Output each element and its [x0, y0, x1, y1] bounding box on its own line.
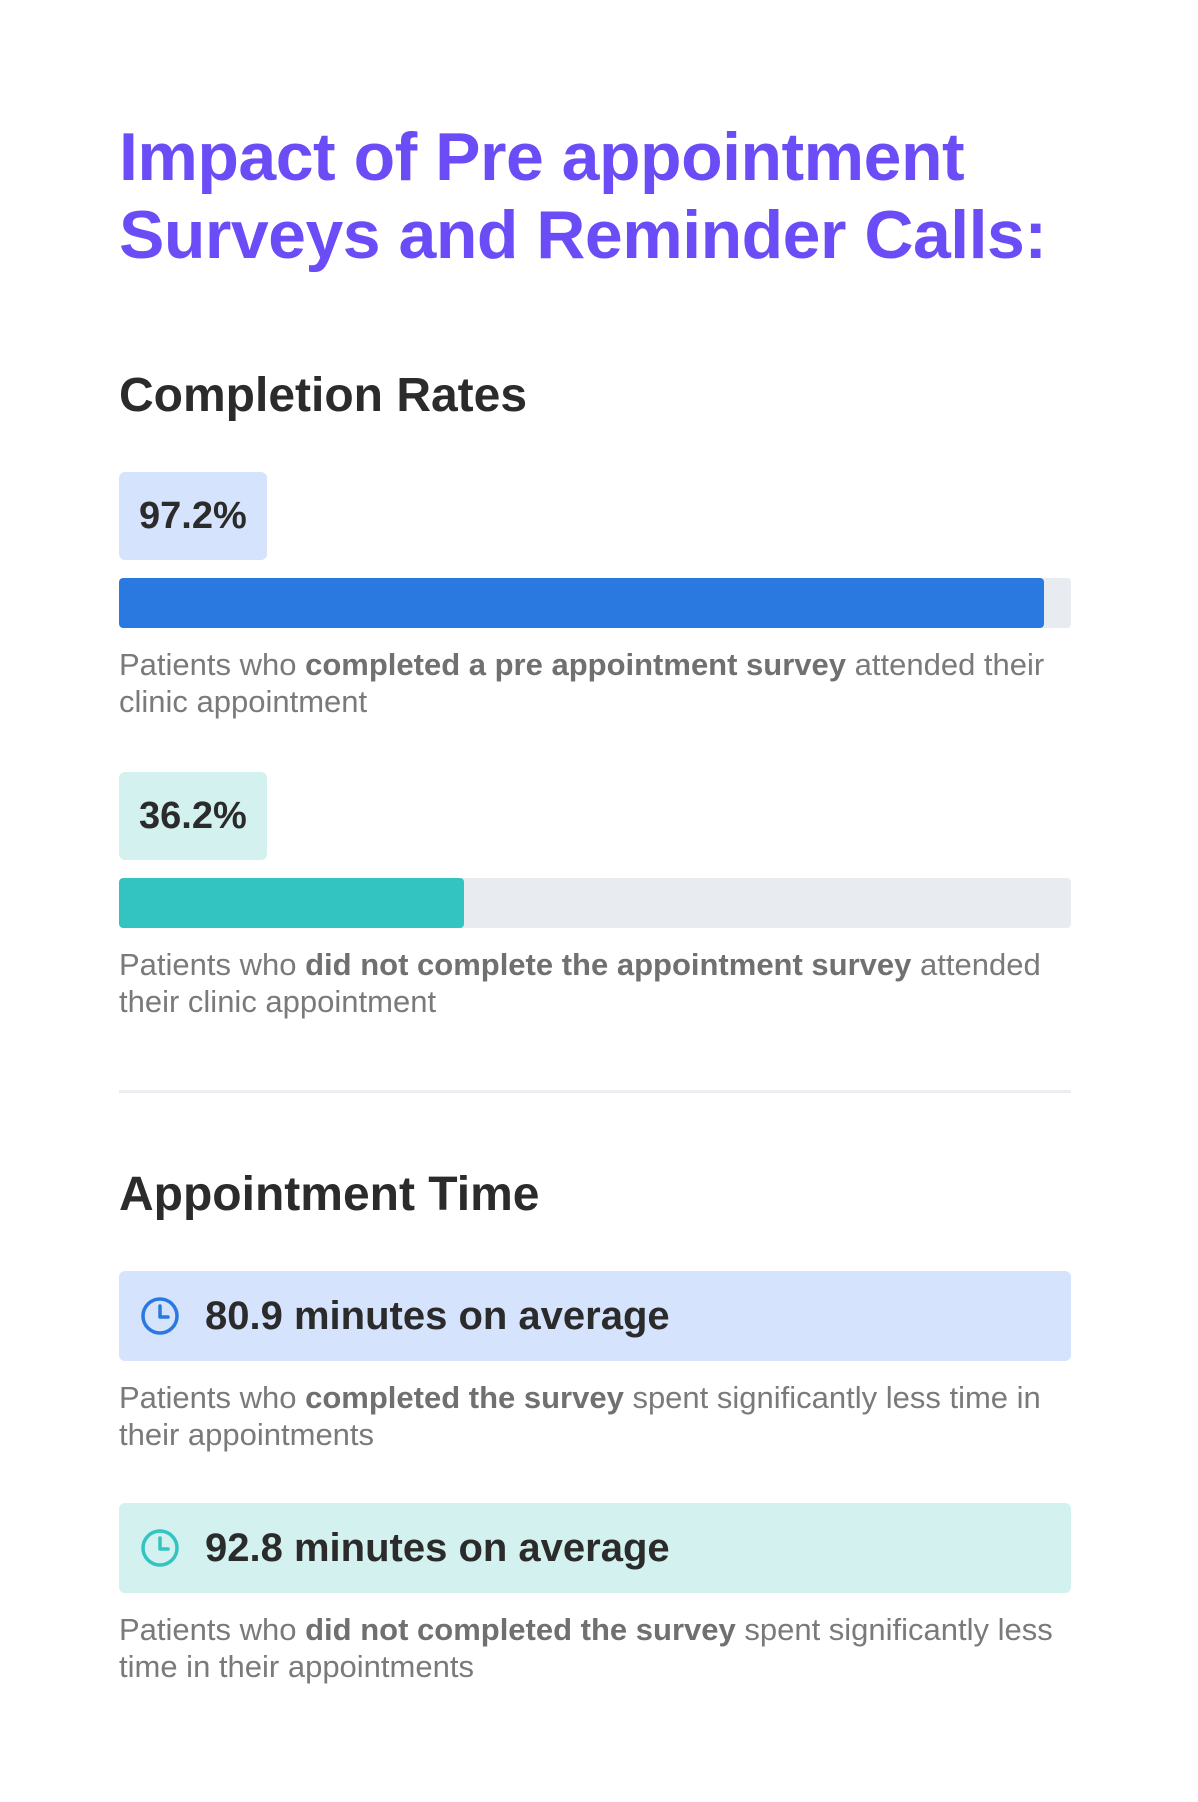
completion-stat-completed: 97.2% Patients who completed a pre appoi… [119, 472, 1079, 720]
progress-fill [119, 578, 1045, 628]
completion-stat-not-completed: 36.2% Patients who did not complete the … [119, 772, 1079, 1020]
time-banner: 80.9 minutes on average [119, 1271, 1071, 1361]
progress-fill [119, 878, 464, 928]
percentage-badge: 36.2% [119, 772, 267, 860]
clock-icon [141, 1297, 179, 1335]
time-stat-completed: 80.9 minutes on average Patients who com… [119, 1271, 1079, 1453]
progress-track [119, 578, 1071, 628]
section-divider [119, 1090, 1071, 1093]
stat-description: Patients who completed a pre appointment… [119, 647, 1045, 719]
appointment-time-heading: Appointment Time [119, 1168, 540, 1221]
page-title: Impact of Pre appointment Surveys and Re… [119, 119, 1047, 273]
time-stat-not-completed: 92.8 minutes on average Patients who did… [119, 1503, 1079, 1685]
clock-icon [141, 1529, 179, 1567]
percentage-badge: 97.2% [119, 472, 267, 560]
completion-rates-heading: Completion Rates [119, 369, 528, 422]
time-description: Patients who completed the survey spent … [119, 1380, 1041, 1452]
progress-track [119, 878, 1071, 928]
time-average: 80.9 minutes on average [205, 1293, 670, 1338]
time-banner: 92.8 minutes on average [119, 1503, 1071, 1593]
time-description: Patients who did not completed the surve… [119, 1612, 1053, 1684]
stat-description: Patients who did not complete the appoin… [119, 947, 1041, 1019]
time-average: 92.8 minutes on average [205, 1525, 670, 1570]
